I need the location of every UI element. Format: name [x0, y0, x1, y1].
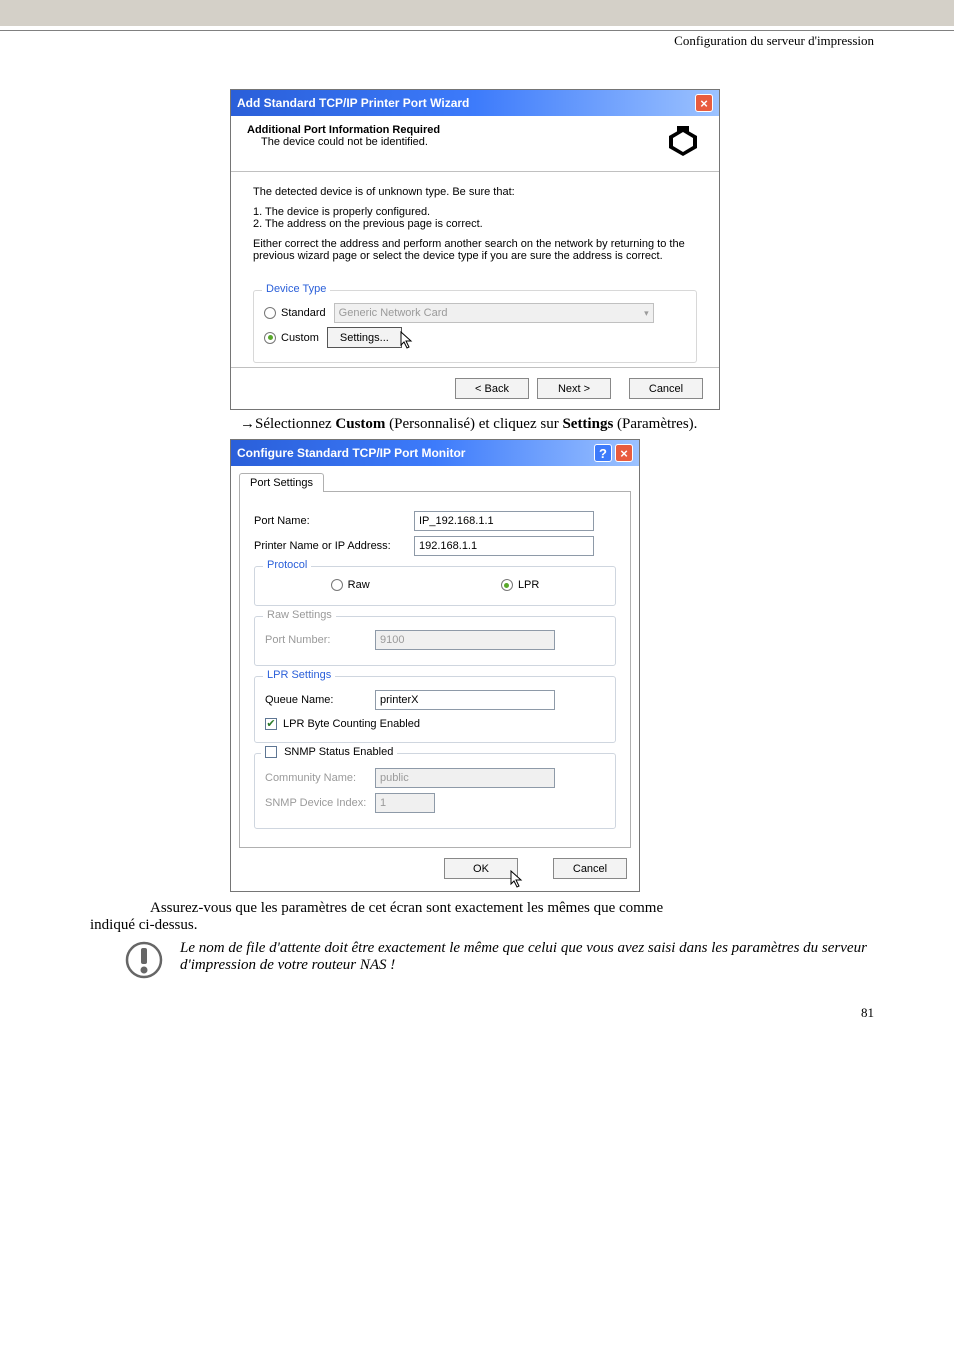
- wizard-footer: < Back Next > Cancel: [231, 367, 719, 409]
- page-header-bar: [0, 0, 954, 26]
- ok-button-label: OK: [473, 863, 489, 875]
- lpr-byte-count-checkbox[interactable]: [265, 718, 277, 730]
- radio-dot-off-icon: [331, 579, 343, 591]
- radio-dot-on-icon: [264, 332, 276, 344]
- tab-port-settings[interactable]: Port Settings: [239, 473, 324, 492]
- chevron-down-icon: ▾: [644, 308, 649, 319]
- radio-lpr[interactable]: LPR: [501, 579, 539, 591]
- radio-raw-label: Raw: [348, 579, 370, 591]
- settings-button[interactable]: Settings...: [327, 327, 402, 348]
- queue-name-input[interactable]: [375, 690, 555, 710]
- wizard-title: Add Standard TCP/IP Printer Port Wizard: [237, 96, 469, 110]
- port-name-input[interactable]: [414, 511, 594, 531]
- radio-dot-off-icon: [264, 307, 276, 319]
- page-header-caption: Configuration du serveur d'impression: [0, 33, 954, 49]
- queue-name-label: Queue Name:: [265, 694, 375, 706]
- cancel-button-2-label: Cancel: [573, 863, 607, 875]
- instruction-bold2: Settings: [562, 416, 613, 432]
- device-type-legend: Device Type: [262, 283, 330, 295]
- cancel-button-label: Cancel: [649, 383, 683, 395]
- radio-dot-on-icon: [501, 579, 513, 591]
- cancel-button-2[interactable]: Cancel: [553, 858, 627, 879]
- radio-lpr-label: LPR: [518, 579, 539, 591]
- wizard-line2: Either correct the address and perform a…: [253, 238, 697, 262]
- close-icon[interactable]: ×: [615, 444, 633, 462]
- snmp-group: SNMP Status Enabled Community Name: SNMP…: [254, 753, 616, 829]
- community-input: [375, 768, 555, 788]
- protocol-legend: Protocol: [263, 559, 311, 571]
- snmp-legend: SNMP Status Enabled: [284, 746, 393, 758]
- instruction-part3: (Paramètres).: [613, 416, 697, 432]
- body-text-2: indiqué ci-dessus.: [90, 917, 884, 934]
- radio-standard[interactable]: Standard: [264, 307, 326, 319]
- close-icon[interactable]: ×: [695, 94, 713, 112]
- wizard-bullet1: 1. The device is properly configured.: [253, 206, 697, 218]
- ok-button[interactable]: OK: [444, 858, 518, 879]
- snmp-index-input: [375, 793, 435, 813]
- wizard-heading: Additional Port Information Required: [247, 124, 440, 136]
- lpr-settings-legend: LPR Settings: [263, 669, 335, 681]
- radio-standard-label: Standard: [281, 307, 326, 319]
- protocol-group: Protocol Raw LPR: [254, 566, 616, 606]
- next-button-label: Next >: [558, 383, 590, 395]
- arrow-icon: →: [240, 416, 255, 432]
- instruction-part1: Sélectionnez: [255, 416, 335, 432]
- next-button[interactable]: Next >: [537, 378, 611, 399]
- page-header-line: [0, 30, 954, 31]
- wizard-header: Additional Port Information Required The…: [231, 116, 719, 172]
- lpr-byte-count-label: LPR Byte Counting Enabled: [283, 718, 420, 730]
- back-button[interactable]: < Back: [455, 378, 529, 399]
- raw-settings-group: Raw Settings Port Number:: [254, 616, 616, 666]
- note-icon: [124, 940, 164, 983]
- raw-settings-legend: Raw Settings: [263, 609, 336, 621]
- port-number-input: [375, 630, 555, 650]
- settings-button-label: Settings...: [340, 332, 389, 344]
- wizard-titlebar: Add Standard TCP/IP Printer Port Wizard …: [231, 90, 719, 116]
- wizard-line1: The detected device is of unknown type. …: [253, 186, 697, 198]
- wizard-bullet2: 2. The address on the previous page is c…: [253, 218, 697, 230]
- cursor-icon: [510, 870, 525, 891]
- configure-titlebar: Configure Standard TCP/IP Port Monitor ?…: [231, 440, 639, 466]
- snmp-legend-wrapper: SNMP Status Enabled: [261, 746, 397, 758]
- device-type-group: Device Type Standard Generic Network Car…: [253, 290, 697, 363]
- port-name-label: Port Name:: [254, 515, 414, 527]
- cancel-button[interactable]: Cancel: [629, 378, 703, 399]
- ip-label: Printer Name or IP Address:: [254, 540, 414, 552]
- radio-custom-label: Custom: [281, 332, 319, 344]
- wizard-body: The detected device is of unknown type. …: [231, 172, 719, 367]
- community-label: Community Name:: [265, 772, 375, 784]
- instruction-text: →Sélectionnez Custom (Personnalisé) et c…: [240, 416, 884, 433]
- configure-title: Configure Standard TCP/IP Port Monitor: [237, 446, 465, 460]
- help-icon[interactable]: ?: [594, 444, 612, 462]
- standard-select: Generic Network Card ▾: [334, 303, 654, 323]
- snmp-index-label: SNMP Device Index:: [265, 797, 375, 809]
- back-button-label: < Back: [475, 383, 509, 395]
- note-text: Le nom de file d'attente doit être exact…: [180, 940, 884, 974]
- tab-panel: Port Name: Printer Name or IP Address: P…: [239, 491, 631, 848]
- wizard-subheading: The device could not be identified.: [247, 136, 440, 148]
- body-text-1: Assurez-vous que les paramètres de cet é…: [90, 900, 884, 917]
- standard-select-value: Generic Network Card: [339, 307, 448, 319]
- port-number-label: Port Number:: [265, 634, 375, 646]
- cursor-icon: [400, 331, 415, 352]
- instruction-bold1: Custom: [335, 416, 385, 432]
- wizard-dialog: Add Standard TCP/IP Printer Port Wizard …: [230, 89, 720, 410]
- radio-raw[interactable]: Raw: [331, 579, 370, 591]
- note-row: Le nom de file d'attente doit être exact…: [124, 940, 884, 983]
- page-number: 81: [90, 1005, 884, 1021]
- tab-strip: Port Settings: [231, 466, 639, 491]
- lpr-settings-group: LPR Settings Queue Name: LPR Byte Counti…: [254, 676, 616, 743]
- ip-input[interactable]: [414, 536, 594, 556]
- snmp-checkbox[interactable]: [265, 746, 277, 758]
- radio-custom[interactable]: Custom: [264, 332, 319, 344]
- tab-label: Port Settings: [250, 477, 313, 489]
- configure-footer: OK Cancel: [231, 848, 639, 891]
- instruction-part2: (Personnalisé) et cliquez sur: [385, 416, 562, 432]
- printer-icon: [663, 124, 703, 161]
- configure-dialog: Configure Standard TCP/IP Port Monitor ?…: [230, 439, 640, 892]
